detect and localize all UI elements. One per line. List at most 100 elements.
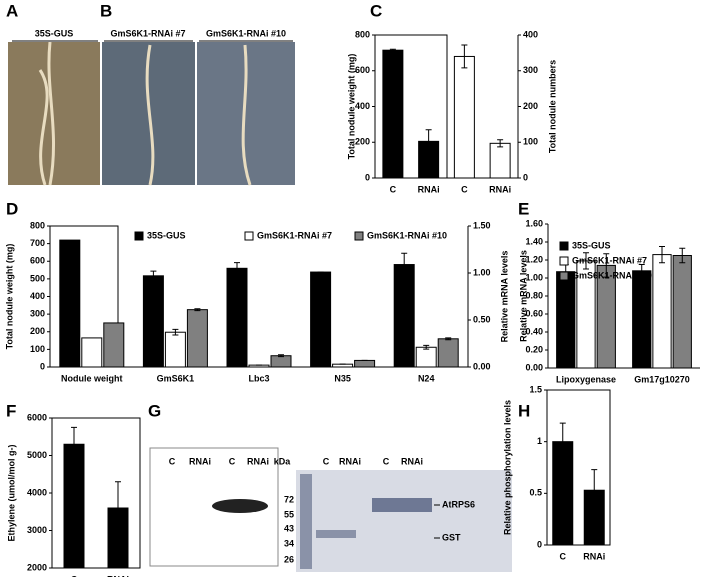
panel-label: C	[370, 1, 382, 20]
gel-ladder	[300, 474, 312, 569]
bar	[556, 271, 576, 369]
y-axis-label: Total nodule weight (mg)	[4, 244, 14, 350]
photo-label: 35S-GUS	[35, 28, 74, 38]
bar	[596, 264, 616, 369]
y2-tick-label: 0	[523, 172, 528, 182]
bar	[103, 322, 125, 368]
legend-label: GmS6K1-RNAi #7	[572, 255, 647, 265]
legend-label: GmS6K1-RNAi #10	[367, 230, 447, 240]
y-tick-label: 0.00	[525, 362, 543, 372]
error-bar	[425, 129, 432, 154]
legend-swatch	[354, 231, 364, 241]
y-tick-label: 100	[30, 344, 45, 354]
y-tick-label: 600	[355, 65, 370, 75]
error-bar	[591, 469, 598, 512]
error-bar	[559, 422, 566, 461]
x-tick-label: RNAi	[489, 184, 511, 194]
bar	[164, 331, 186, 368]
y-tick-label: 1.20	[525, 254, 543, 264]
bar	[632, 270, 652, 369]
photo-label: GmS6K1-RNAi #10	[206, 28, 286, 38]
photo-label: GmS6K1-RNAi #7	[110, 28, 185, 38]
legend-swatch	[134, 231, 144, 241]
error-bar	[659, 246, 665, 264]
y-tick-label: 0.40	[525, 326, 543, 336]
marker-label: 55	[284, 509, 294, 519]
error-bar	[445, 337, 452, 341]
x-tick-label: RNAi	[107, 574, 129, 577]
bar	[382, 49, 404, 179]
x-tick-label: RNAi	[418, 184, 440, 194]
error-bar	[603, 253, 610, 278]
bar	[310, 271, 332, 368]
y-axis-label: Total nodule weight (mg)	[346, 54, 356, 160]
bar	[652, 254, 672, 369]
lane-label: C	[169, 456, 176, 466]
panel-label: H	[518, 401, 530, 420]
marker-label: 72	[284, 494, 294, 504]
x-tick-label: C	[390, 184, 397, 194]
error-bar	[583, 252, 589, 270]
lane-label: RNAi	[339, 456, 361, 466]
legend-swatch	[559, 241, 569, 251]
y2-axis-label: Relative mRNA levels	[499, 251, 509, 343]
legend-label: GmS6K1-RNAi #10	[572, 270, 652, 280]
y-tick-label: 5000	[27, 450, 47, 460]
y-axis-label: Relative phosphorylation levels	[502, 400, 512, 535]
lane-label: C	[323, 456, 330, 466]
lane-label: C	[229, 456, 236, 466]
x-tick-label: RNAi	[583, 551, 605, 561]
bar	[186, 309, 208, 368]
y-tick-label: 700	[30, 238, 45, 248]
y-tick-label: 3000	[27, 525, 47, 535]
error-bar	[234, 262, 240, 275]
y-tick-label: 0	[40, 361, 45, 371]
panel-label: D	[6, 199, 18, 218]
bar	[270, 355, 292, 368]
error-bar	[278, 354, 284, 358]
error-bar	[115, 481, 121, 535]
legend-swatch	[559, 256, 569, 266]
roots	[38, 41, 252, 186]
y-tick-label: 1.00	[525, 272, 543, 282]
bar	[415, 346, 437, 368]
error-bar	[194, 308, 201, 312]
y-tick-label: 0.20	[525, 344, 543, 354]
lane-label: RNAi	[247, 456, 269, 466]
bar	[59, 239, 81, 368]
y-tick-label: 200	[30, 326, 45, 336]
x-tick-label: C	[560, 551, 567, 561]
bar	[63, 443, 85, 569]
bar	[393, 264, 415, 368]
x-tick-label: C	[71, 574, 78, 577]
bar	[226, 267, 248, 368]
error-bar	[389, 48, 396, 52]
legend-swatch	[559, 271, 569, 281]
y2-tick-label: 0.50	[473, 314, 491, 324]
band-label: GST	[442, 532, 461, 542]
y-tick-label: 600	[30, 256, 45, 266]
gel	[296, 470, 512, 572]
band-label: AtRPS6	[442, 499, 475, 509]
bar	[489, 142, 511, 179]
y-tick-label: 1	[537, 436, 542, 446]
x-tick-label: Nodule weight	[61, 373, 123, 383]
error-bar	[401, 252, 408, 277]
panel-label: B	[100, 1, 112, 20]
y2-tick-label: 200	[523, 101, 538, 111]
bar	[453, 55, 475, 179]
error-bar	[150, 270, 157, 282]
y-tick-label: 500	[30, 273, 45, 283]
x-tick-label: Lipoxygenase	[556, 374, 616, 384]
gel-band	[316, 530, 356, 538]
y-tick-label: 0.80	[525, 290, 543, 300]
y2-tick-label: 1.50	[473, 220, 491, 230]
y-tick-label: 800	[30, 220, 45, 230]
y2-tick-label: 0.00	[473, 361, 491, 371]
x-tick-label: N35	[334, 373, 351, 383]
legend-swatch	[244, 231, 254, 241]
y-axis-label: Ethylene (umol/mol g-)	[6, 444, 16, 541]
bar	[437, 338, 459, 368]
panel-label: F	[6, 401, 16, 420]
